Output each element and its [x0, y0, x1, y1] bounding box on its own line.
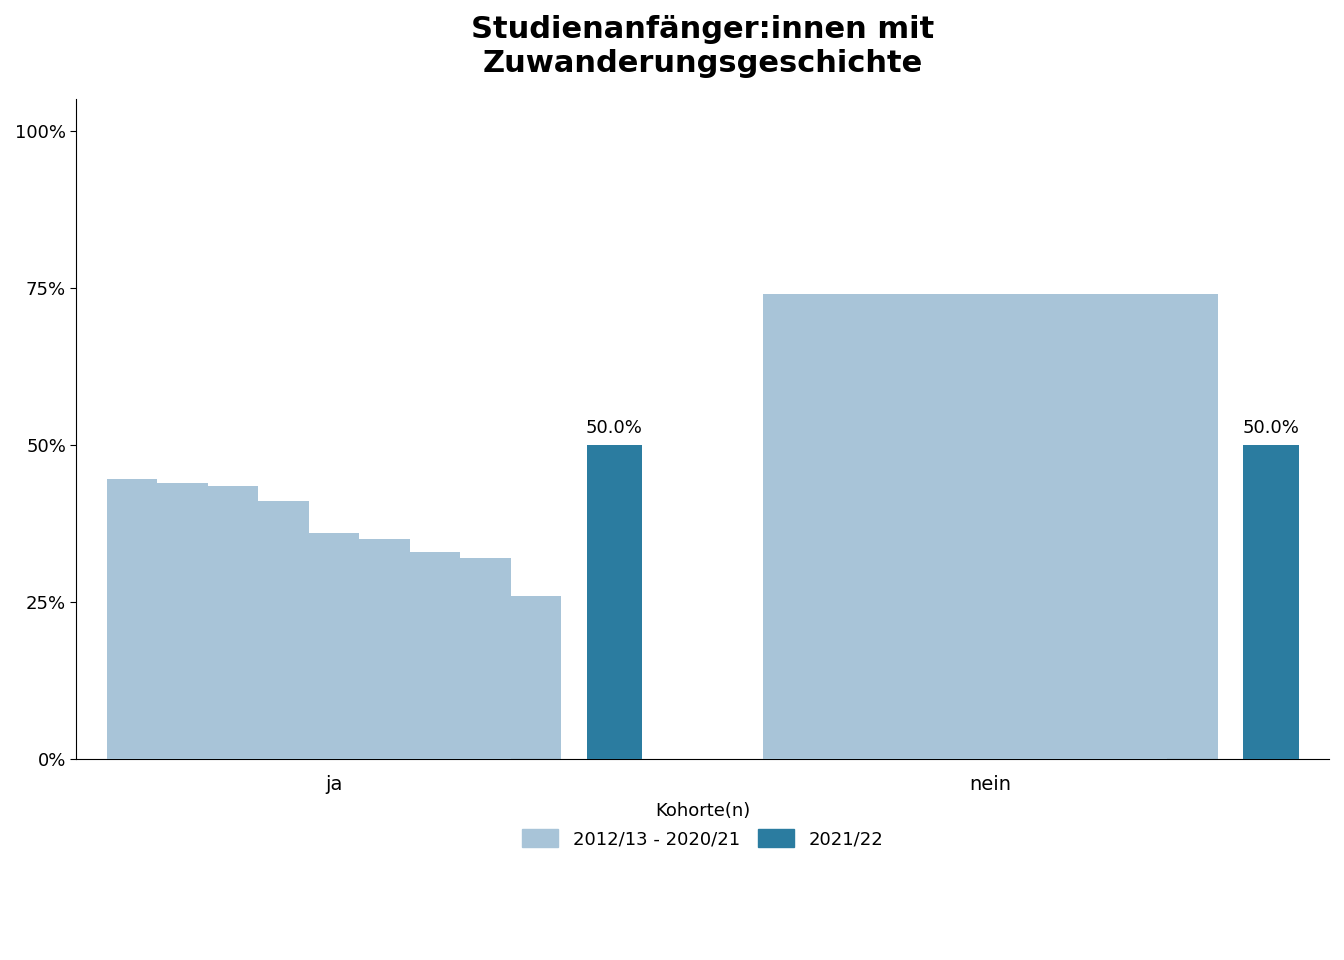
- Bar: [763, 404, 915, 759]
- Bar: [763, 338, 1117, 759]
- Bar: [106, 552, 460, 759]
- Bar: [106, 533, 359, 759]
- Bar: [763, 389, 965, 759]
- Bar: [586, 444, 642, 759]
- Legend: 2012/13 - 2020/21, 2021/22: 2012/13 - 2020/21, 2021/22: [515, 795, 891, 855]
- Title: Studienanfänger:innen mit
Zuwanderungsgeschichte: Studienanfänger:innen mit Zuwanderungsge…: [472, 15, 934, 78]
- Bar: [763, 350, 1066, 759]
- Bar: [763, 332, 1168, 759]
- Bar: [763, 407, 864, 759]
- Bar: [106, 558, 511, 759]
- Text: 50.0%: 50.0%: [1242, 420, 1300, 438]
- Bar: [106, 486, 258, 759]
- Bar: [763, 410, 814, 759]
- Bar: [106, 540, 410, 759]
- Bar: [106, 479, 157, 759]
- Bar: [1243, 444, 1298, 759]
- Bar: [106, 595, 562, 759]
- Bar: [763, 357, 1016, 759]
- Bar: [106, 501, 309, 759]
- Bar: [763, 294, 1218, 759]
- Text: 50.0%: 50.0%: [586, 420, 642, 438]
- Bar: [106, 483, 208, 759]
